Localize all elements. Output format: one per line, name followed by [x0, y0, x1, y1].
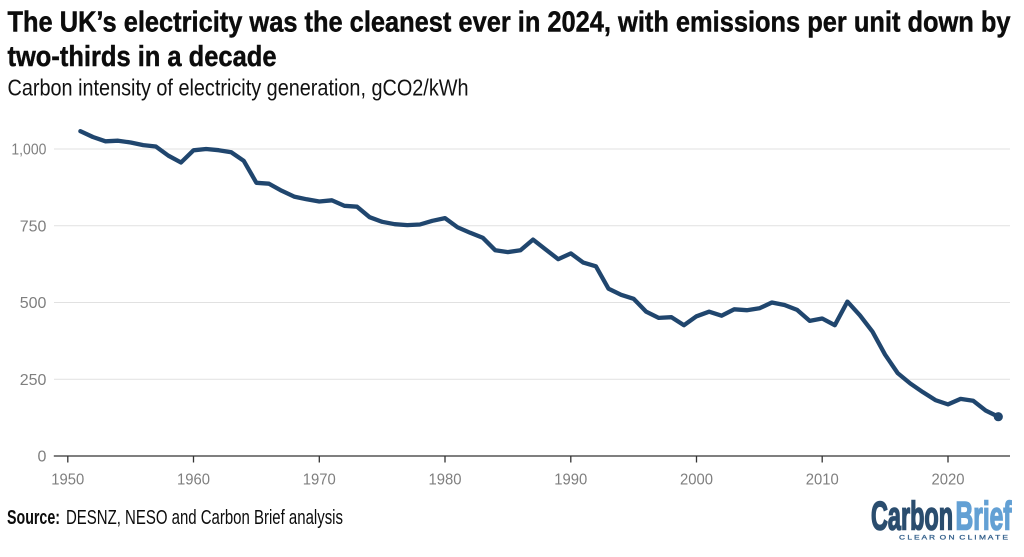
- svg-text:Source:: Source:: [7, 506, 60, 529]
- svg-text:2010: 2010: [806, 472, 839, 489]
- svg-text:2020: 2020: [932, 472, 965, 489]
- svg-text:Carbon intensity of electricit: Carbon intensity of electricity generati…: [8, 74, 469, 100]
- svg-text:0: 0: [37, 449, 46, 466]
- svg-text:DESNZ, NESO and Carbon Brief a: DESNZ, NESO and Carbon Brief analysis: [66, 506, 343, 529]
- svg-text:1990: 1990: [554, 472, 587, 489]
- svg-text:Carbon: Carbon: [871, 495, 953, 539]
- svg-text:500: 500: [20, 295, 47, 312]
- svg-text:1950: 1950: [51, 472, 84, 489]
- svg-text:1980: 1980: [429, 472, 462, 489]
- svg-text:1960: 1960: [177, 472, 210, 489]
- svg-text:1,000: 1,000: [11, 142, 46, 159]
- svg-text:The UK’s electricity was the c: The UK’s electricity was the cleanest ev…: [8, 7, 1011, 39]
- svg-text:Brief: Brief: [956, 495, 1012, 539]
- svg-text:C L E A R O N C L I M A T E: C L E A R O N C L I M A T E: [899, 534, 1009, 541]
- svg-text:2000: 2000: [680, 472, 713, 489]
- svg-text:750: 750: [20, 218, 47, 235]
- svg-text:1970: 1970: [303, 472, 336, 489]
- svg-text:two-thirds in a decade: two-thirds in a decade: [8, 41, 277, 73]
- svg-text:250: 250: [20, 372, 47, 389]
